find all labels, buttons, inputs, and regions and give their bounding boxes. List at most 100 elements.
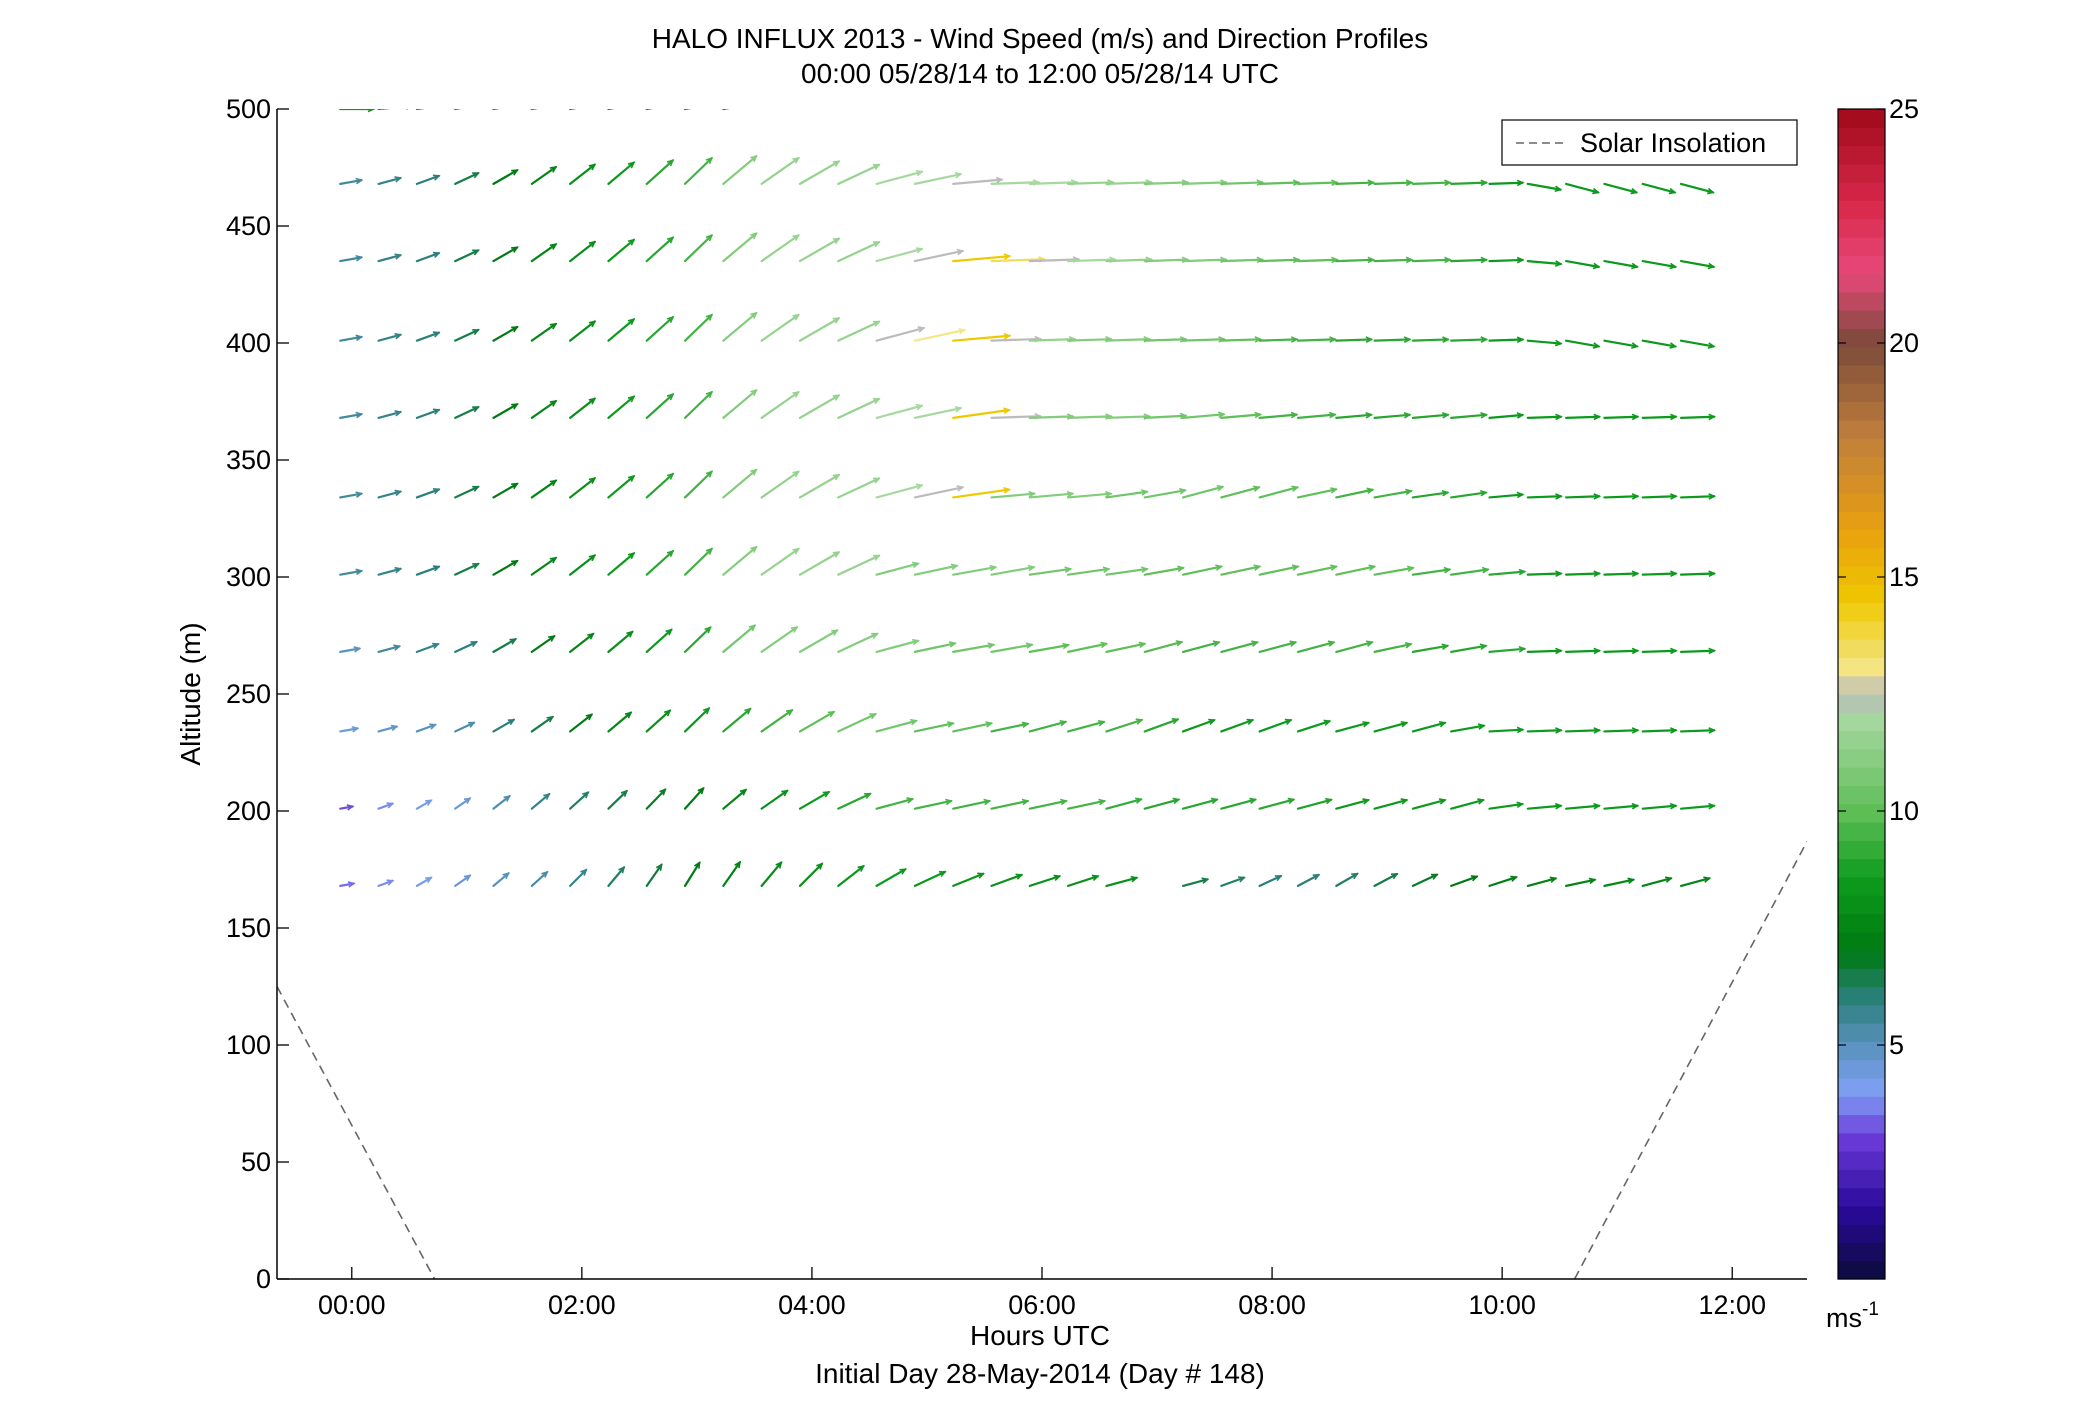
wind-arrow <box>607 865 626 887</box>
wind-arrow <box>530 715 555 733</box>
wind-arrow <box>760 313 800 342</box>
x-tick-label: 04:00 <box>778 1290 846 1320</box>
wind-arrow <box>952 564 998 576</box>
wind-arrow <box>454 721 476 733</box>
wind-arrow <box>1450 566 1490 576</box>
wind-arrow <box>1335 487 1375 499</box>
colorbar-band <box>1838 511 1885 531</box>
wind-arrow <box>1335 720 1371 733</box>
wind-arrow <box>1565 647 1602 655</box>
wind-arrow <box>1526 413 1563 421</box>
colorbar-band <box>1838 1114 1885 1134</box>
wind-arrow <box>913 870 947 887</box>
y-tick-label: 500 <box>226 94 271 124</box>
wind-arrow <box>1565 877 1597 887</box>
wind-arrow <box>569 791 590 810</box>
wind-arrow <box>1411 798 1447 810</box>
wind-arrow <box>1105 336 1152 343</box>
wind-arrow <box>1488 412 1525 419</box>
wind-arrow <box>1526 802 1563 810</box>
chart-subtitle: 00:00 05/28/14 to 12:00 05/28/14 UTC <box>801 58 1279 89</box>
wind-arrow <box>1526 493 1563 500</box>
wind-arrow <box>492 795 511 810</box>
wind-arrow <box>760 709 794 733</box>
wind-arrow <box>492 718 516 733</box>
colorbar-band <box>1838 547 1885 567</box>
wind-arrow <box>1679 876 1712 887</box>
colorbar-unit: ms-1 <box>1826 1299 1879 1333</box>
wind-arrow <box>377 566 403 576</box>
y-tick-label: 350 <box>226 445 271 475</box>
wind-arrow <box>875 561 920 576</box>
y-tick-label: 150 <box>226 913 271 943</box>
wind-arrow <box>798 862 824 887</box>
wind-arrow <box>1488 645 1527 653</box>
wind-arrow <box>569 320 597 342</box>
wind-arrow <box>1488 256 1525 264</box>
colorbar-band <box>1838 218 1885 238</box>
wind-arrow <box>1335 411 1374 419</box>
wind-arrow <box>722 232 758 263</box>
wind-arrow <box>1488 179 1525 187</box>
colorbar-band <box>1838 803 1885 823</box>
wind-arrow <box>798 317 841 342</box>
wind-arrow <box>683 547 714 576</box>
wind-arrow <box>1373 256 1414 264</box>
wind-arrow <box>683 390 714 419</box>
wind-arrow <box>1679 339 1716 349</box>
wind-arrow <box>1335 256 1376 264</box>
wind-arrow <box>645 393 675 419</box>
wind-arrow <box>837 792 872 810</box>
wind-arrow <box>569 240 597 263</box>
wind-arrow <box>645 549 675 576</box>
colorbar-band <box>1838 383 1885 403</box>
wind-arrow <box>1181 256 1228 264</box>
wind-arrow <box>1028 874 1062 887</box>
wind-arrow <box>1679 493 1717 500</box>
wind-arrow <box>569 713 594 733</box>
wind-arrow <box>1143 179 1190 186</box>
wind-arrow <box>339 177 364 185</box>
wind-arrow <box>1373 179 1414 187</box>
wind-arrow <box>1641 493 1678 500</box>
wind-arrow <box>1258 564 1300 576</box>
wind-arrow <box>798 629 839 653</box>
wind-arrow <box>1028 719 1068 733</box>
wind-arrow <box>569 868 588 887</box>
wind-arrow <box>377 802 395 810</box>
colorbar-tick-label: 10 <box>1889 796 1919 826</box>
wind-arrow <box>415 488 441 499</box>
wind-arrow <box>1028 798 1068 810</box>
wind-arrow <box>415 408 441 419</box>
wind-arrow <box>1296 487 1338 499</box>
wind-arrow <box>492 638 518 653</box>
colorbar-ticks: 5 10 15 20 25 <box>1838 94 1919 1060</box>
legend: Solar Insolation <box>1501 119 1798 166</box>
wind-arrow <box>1143 797 1181 810</box>
wind-arrow <box>1258 411 1299 419</box>
colorbar-tick-label: 15 <box>1889 562 1919 592</box>
wind-arrow <box>1450 798 1485 810</box>
wind-arrow <box>798 710 836 733</box>
wind-arrow <box>607 395 636 419</box>
wind-arrow <box>1067 874 1100 887</box>
y-axis-label: Altitude (m) <box>175 622 206 765</box>
wind-arrow <box>722 707 752 733</box>
wind-arrow <box>569 163 597 185</box>
wind-arrow <box>1143 336 1188 343</box>
wind-arrow <box>683 861 701 887</box>
wind-arrow <box>722 109 730 111</box>
wind-arrow <box>722 624 757 653</box>
wind-arrow <box>645 863 663 887</box>
wind-arrow <box>607 161 636 185</box>
colorbar-band <box>1838 1224 1885 1244</box>
wind-arrow <box>1335 640 1374 653</box>
wind-arrow <box>1526 260 1563 267</box>
wind-arrow <box>377 724 399 733</box>
wind-arrow <box>530 870 549 887</box>
wind-arrow <box>530 109 539 111</box>
wind-arrow <box>415 799 433 810</box>
wind-arrow <box>339 254 364 263</box>
colorbar-band <box>1838 1187 1885 1207</box>
wind-arrow <box>1641 727 1678 734</box>
